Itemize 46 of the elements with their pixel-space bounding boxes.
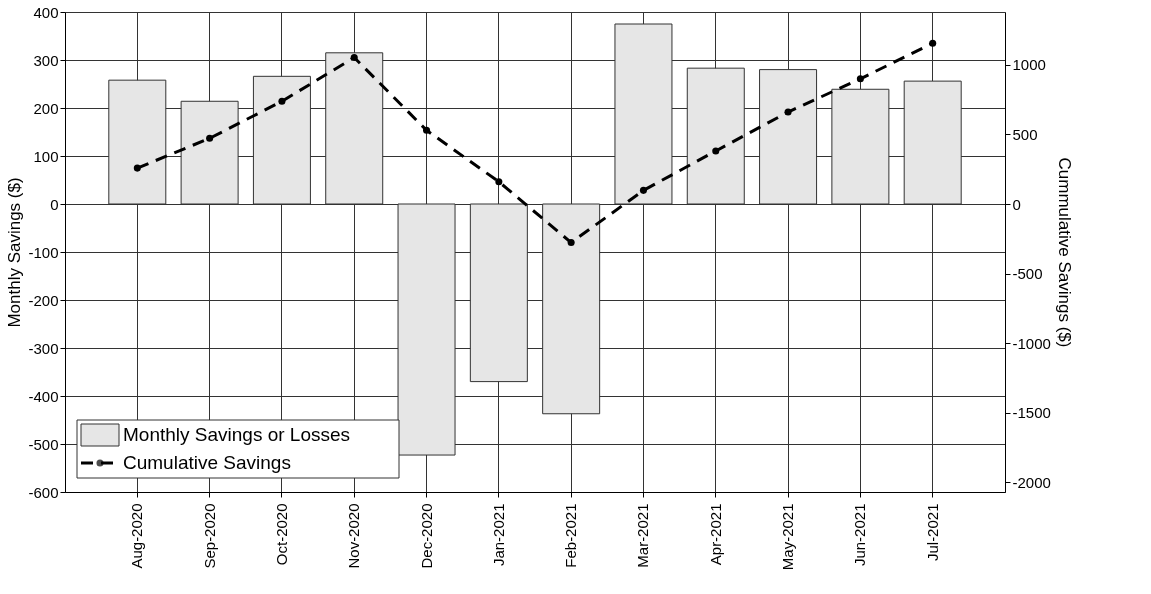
point <box>495 178 503 186</box>
point <box>639 186 647 194</box>
x-tick-label: Jul-2021 <box>923 503 941 562</box>
x-tick-label: Nov-2020 <box>345 503 363 569</box>
x-tick-label: Apr-2021 <box>706 503 724 566</box>
y2-tick-label: -2000 <box>1012 473 1051 491</box>
y2-tick-label: 500 <box>1012 125 1038 143</box>
point <box>856 75 864 83</box>
x-tick-label: Oct-2020 <box>272 503 290 566</box>
y-tick-label: -100 <box>28 243 59 261</box>
point <box>929 39 937 47</box>
y-tick-label: 200 <box>33 99 59 117</box>
y-tick-label: -500 <box>28 435 59 453</box>
y-tick-label: -300 <box>28 339 59 357</box>
x-tick-label: Sep-2020 <box>200 503 218 569</box>
x-tick-label: Mar-2021 <box>634 503 652 568</box>
legend-label: Cumulative Savings <box>123 452 291 473</box>
y-tick-label: -400 <box>28 387 59 405</box>
point <box>133 164 141 172</box>
y2-tick-label: 0 <box>1012 195 1021 213</box>
x-tick-label: Aug-2020 <box>128 503 146 569</box>
y2-tick-label: 1000 <box>1012 56 1046 74</box>
point <box>784 108 792 116</box>
y-tick-label: 100 <box>33 147 59 165</box>
legend-label: Monthly Savings or Losses <box>123 424 351 445</box>
x-tick-label: Feb-2021 <box>562 503 580 568</box>
x-tick-label: May-2021 <box>779 503 797 571</box>
x-tick-label: Dec-2020 <box>417 503 435 569</box>
x-tick-label: Jun-2021 <box>851 503 869 567</box>
y2-tick-label: -1000 <box>1012 334 1051 352</box>
point <box>712 147 720 155</box>
point <box>278 97 286 105</box>
point <box>206 134 214 142</box>
y-tick-label: -200 <box>28 291 59 309</box>
y-tick-label: 400 <box>33 3 59 21</box>
y-axis-title: Monthly Savings ($) <box>5 177 25 328</box>
x-tick-label: Jan-2021 <box>489 503 507 567</box>
y2-tick-label: -1500 <box>1012 404 1051 422</box>
point <box>567 239 575 247</box>
y-tick-label: 0 <box>50 195 59 213</box>
y-tick-label: 300 <box>33 51 59 69</box>
y-tick-label: -600 <box>28 483 59 501</box>
point <box>350 53 358 62</box>
y2-axis-title: Cummulative Savings ($) <box>1054 157 1074 348</box>
y2-tick-label: -500 <box>1012 265 1043 283</box>
point <box>423 126 431 134</box>
